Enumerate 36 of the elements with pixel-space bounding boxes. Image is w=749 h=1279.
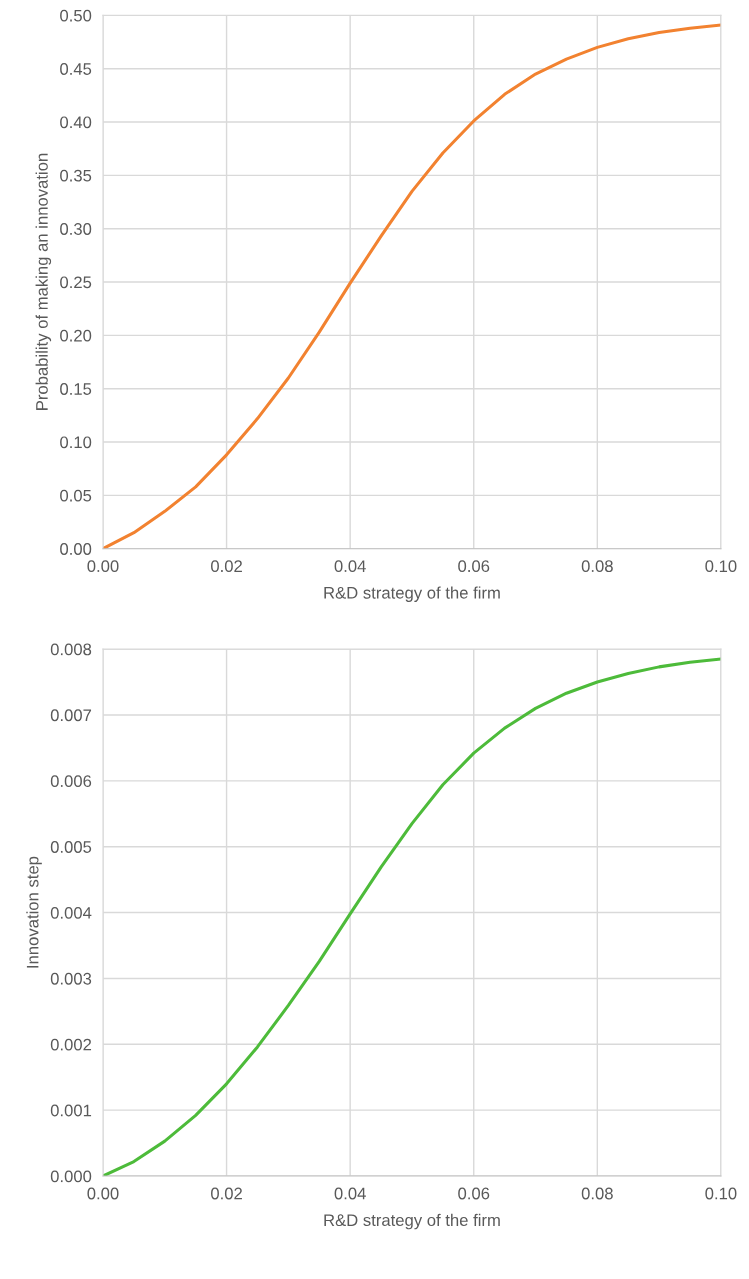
x-tick-label: 0.10 [705, 560, 737, 573]
y-tick-label: 0.007 [50, 709, 92, 722]
x-axis-title: R&D strategy of the firm [324, 586, 500, 602]
y-tick-label: 0.008 [50, 643, 92, 656]
x-tick-label: 0.08 [581, 560, 613, 573]
x-tick-label: 0.04 [334, 1187, 366, 1200]
y-tick-label: 0.25 [60, 276, 92, 289]
y-tick-label: 0.40 [60, 116, 92, 129]
y-tick-label: 0.004 [50, 906, 92, 919]
x-axis-title: R&D strategy of the firm [324, 1213, 500, 1230]
x-tick-label: 0.06 [458, 1187, 490, 1200]
y-tick-label: 0.50 [60, 9, 92, 22]
x-tick-label: 0.10 [705, 1187, 737, 1200]
y-tick-label: 0.006 [50, 775, 92, 788]
y-tick-label: 0.15 [60, 383, 92, 395]
x-tick-label: 0.06 [458, 560, 490, 573]
y-tick-label: 0.001 [50, 1104, 92, 1117]
y-tick-label: 0.45 [60, 63, 92, 75]
y-tick-label: 0.002 [50, 1038, 92, 1051]
y-tick-label: 0.00 [60, 543, 92, 555]
y-tick-label: 0.10 [60, 436, 92, 449]
y-tick-label: 0.005 [50, 841, 92, 853]
x-tick-label: 0.02 [211, 1187, 242, 1200]
x-tick-label: 0.00 [87, 560, 119, 573]
x-tick-label: 0.02 [211, 560, 242, 573]
y-tick-label: 0.20 [60, 329, 92, 342]
x-tick-label: 0.00 [87, 1187, 119, 1200]
y-tick-label: 0.30 [60, 223, 92, 235]
x-tick-label: 0.04 [334, 560, 366, 573]
y-axis-title: Innovation step [26, 856, 42, 968]
y-tick-label: 0.05 [60, 489, 92, 502]
y-tick-label: 0.000 [50, 1170, 92, 1183]
x-tick-label: 0.08 [581, 1187, 613, 1200]
y-axis-title: Probability of making an innovation [35, 153, 52, 410]
y-tick-label: 0.003 [50, 972, 92, 985]
y-tick-label: 0.35 [60, 169, 92, 182]
